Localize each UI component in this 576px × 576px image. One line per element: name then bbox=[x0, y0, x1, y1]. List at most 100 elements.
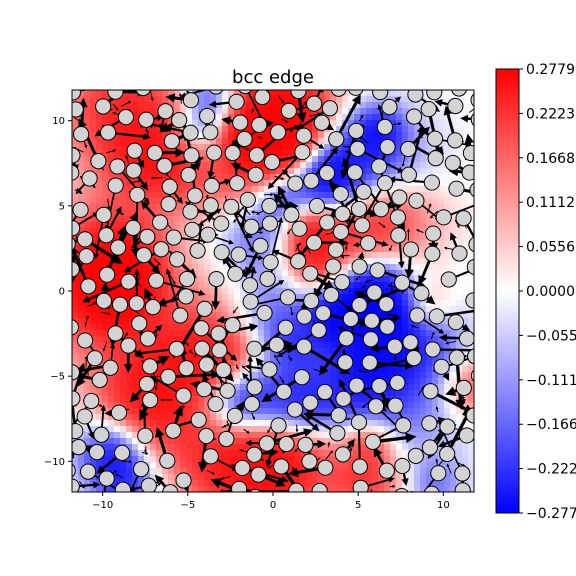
heatmap-cell bbox=[264, 486, 271, 492]
heatmap-cell bbox=[156, 312, 163, 319]
heatmap-cell bbox=[258, 486, 265, 492]
heatmap-cell bbox=[114, 384, 121, 391]
heatmap-cell bbox=[402, 108, 409, 115]
heatmap-cell bbox=[174, 330, 181, 337]
heatmap-cell bbox=[426, 318, 433, 325]
heatmap-cell bbox=[450, 480, 457, 487]
heatmap-cell bbox=[420, 432, 427, 439]
heatmap-cell bbox=[234, 396, 241, 403]
heatmap-cell bbox=[444, 408, 451, 415]
heatmap-cell bbox=[306, 120, 313, 127]
heatmap-cell bbox=[150, 180, 157, 187]
heatmap-cell bbox=[144, 192, 151, 199]
heatmap-cell bbox=[246, 186, 253, 193]
heatmap-cell bbox=[360, 438, 367, 445]
heatmap-cell bbox=[216, 108, 223, 115]
heatmap-cell bbox=[318, 138, 325, 145]
heatmap-cell bbox=[198, 186, 205, 193]
heatmap-cell bbox=[150, 186, 157, 193]
heatmap-cell bbox=[222, 294, 229, 301]
heatmap-cell bbox=[408, 426, 415, 433]
heatmap-cell bbox=[366, 348, 373, 355]
heatmap-cell bbox=[366, 486, 373, 492]
heatmap-cell bbox=[198, 480, 205, 487]
heatmap-cell bbox=[138, 96, 145, 103]
heatmap-cell bbox=[90, 486, 97, 492]
heatmap-cell bbox=[222, 102, 229, 109]
heatmap-cell bbox=[414, 258, 421, 265]
heatmap-cell bbox=[444, 126, 451, 133]
heatmap-cell bbox=[216, 264, 223, 271]
heatmap-cell bbox=[366, 150, 373, 157]
heatmap-cell bbox=[462, 234, 469, 241]
heatmap-cell bbox=[96, 138, 103, 145]
heatmap-cell bbox=[282, 276, 289, 283]
heatmap-cell bbox=[270, 468, 277, 475]
heatmap-cell bbox=[336, 318, 343, 325]
heatmap-cell bbox=[408, 372, 415, 379]
heatmap-cell bbox=[252, 360, 259, 367]
heatmap-cell bbox=[252, 234, 259, 241]
heatmap-cell bbox=[378, 138, 385, 145]
heatmap-cell bbox=[402, 390, 409, 397]
heatmap-cell bbox=[240, 294, 247, 301]
heatmap-cell bbox=[408, 294, 415, 301]
heatmap-cell bbox=[402, 210, 409, 217]
heatmap-cell bbox=[246, 114, 253, 121]
heatmap-cell bbox=[264, 126, 271, 133]
heatmap-cell bbox=[456, 204, 463, 211]
heatmap-cell bbox=[324, 438, 331, 445]
heatmap-cell bbox=[372, 222, 379, 229]
heatmap-cell bbox=[102, 450, 109, 457]
heatmap-cell bbox=[324, 456, 331, 463]
heatmap-cell bbox=[252, 438, 259, 445]
heatmap-cell bbox=[108, 444, 115, 451]
heatmap-cell bbox=[324, 324, 331, 331]
heatmap-cell bbox=[432, 354, 439, 361]
heatmap-cell bbox=[162, 390, 169, 397]
heatmap-cell bbox=[138, 342, 145, 349]
heatmap-cell bbox=[204, 102, 211, 109]
heatmap-cell bbox=[270, 408, 277, 415]
heatmap-cell bbox=[126, 198, 133, 205]
heatmap-cell bbox=[408, 234, 415, 241]
heatmap-cell bbox=[384, 480, 391, 487]
heatmap-cell bbox=[234, 372, 241, 379]
heatmap-cell bbox=[156, 486, 163, 492]
heatmap-cell bbox=[168, 288, 175, 295]
heatmap-cell bbox=[192, 120, 199, 127]
heatmap-cell bbox=[138, 486, 145, 492]
heatmap-cell bbox=[84, 156, 91, 163]
heatmap-cell bbox=[156, 390, 163, 397]
heatmap-cell bbox=[180, 216, 187, 223]
heatmap-cell bbox=[210, 474, 217, 481]
heatmap-cell bbox=[240, 366, 247, 373]
heatmap-cell bbox=[336, 168, 343, 175]
heatmap-cell bbox=[330, 234, 337, 241]
heatmap-cell bbox=[432, 276, 439, 283]
heatmap-cell bbox=[414, 462, 421, 469]
heatmap-cell bbox=[96, 486, 103, 492]
heatmap-cell bbox=[96, 408, 103, 415]
heatmap-cell bbox=[276, 378, 283, 385]
heatmap-cell bbox=[162, 480, 169, 487]
heatmap-cell bbox=[402, 402, 409, 409]
heatmap-cell bbox=[84, 306, 91, 313]
heatmap-cell bbox=[432, 414, 439, 421]
heatmap-cell bbox=[324, 474, 331, 481]
heatmap-cell bbox=[126, 456, 133, 463]
heatmap-cell bbox=[348, 276, 355, 283]
heatmap-cell bbox=[270, 456, 277, 463]
heatmap-cell bbox=[126, 138, 133, 145]
heatmap-cell bbox=[210, 420, 217, 427]
heatmap-cell bbox=[222, 306, 229, 313]
heatmap-cell bbox=[132, 420, 139, 427]
heatmap-cell bbox=[378, 192, 385, 199]
heatmap-cell bbox=[246, 336, 253, 343]
heatmap-cell bbox=[372, 150, 379, 157]
heatmap-cell bbox=[384, 450, 391, 457]
heatmap-cell bbox=[426, 408, 433, 415]
heatmap-cell bbox=[282, 354, 289, 361]
heatmap-cell bbox=[180, 138, 187, 145]
heatmap-cell bbox=[78, 396, 85, 403]
